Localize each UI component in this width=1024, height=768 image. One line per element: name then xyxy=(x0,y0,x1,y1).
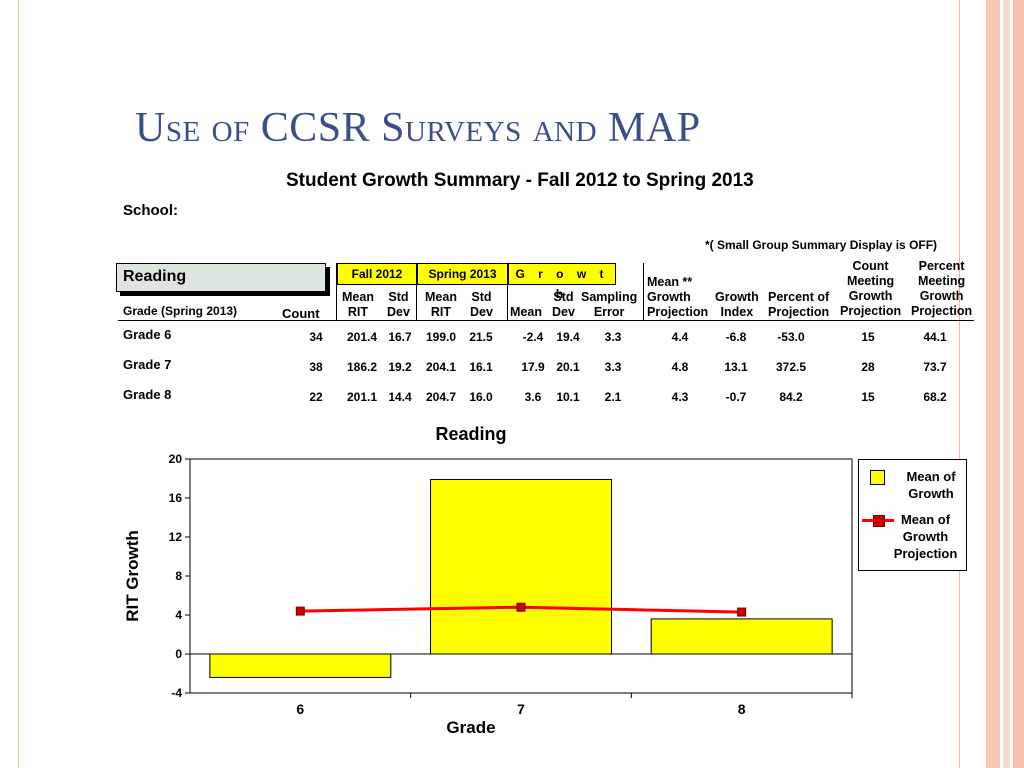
chart-title: Reading xyxy=(435,424,506,444)
cell-growth-sd: 10.1 xyxy=(556,390,580,404)
cell-growth-mean: 3.6 xyxy=(524,390,542,404)
col-header-percent-projection: Percent of Projection xyxy=(768,290,830,319)
cell-fall-sd: 19.2 xyxy=(388,360,412,374)
school-label: School: xyxy=(123,202,178,219)
y-tick-label: 20 xyxy=(169,452,183,466)
cell-fall-sd: 16.7 xyxy=(388,330,412,344)
fall-header: Fall 2012 xyxy=(337,263,417,285)
col-header-mean-projection: Mean ** Growth Projection xyxy=(647,275,709,319)
cell-count-meeting: 28 xyxy=(861,360,875,374)
cell-growth-mean: -2.4 xyxy=(522,330,544,344)
cell-mean-projection: 4.8 xyxy=(671,360,689,374)
cell-sampling-error: 3.3 xyxy=(604,330,622,344)
col-header-fall-mean: Mean RIT xyxy=(342,290,374,319)
cell-percent-meeting: 44.1 xyxy=(923,330,947,344)
cell-sampling-error: 3.3 xyxy=(604,360,622,374)
cell-growth-sd: 20.1 xyxy=(556,360,580,374)
point-growth-projection xyxy=(516,602,526,612)
col-header-spring-mean: Mean RIT xyxy=(425,290,457,319)
cell-fall-mean: 201.1 xyxy=(346,390,378,404)
bar-mean-growth xyxy=(650,618,833,655)
cell-spring-sd: 21.5 xyxy=(469,330,493,344)
y-tick-label: -4 xyxy=(171,686,182,700)
cell-spring-sd: 16.0 xyxy=(469,390,493,404)
y-tick-label: 4 xyxy=(175,608,182,622)
col-header-growth-index: Growth Index xyxy=(715,290,759,319)
cell-percent-projection: -53.0 xyxy=(777,330,805,344)
slide-title: Use of CCSR Surveys and MAP xyxy=(135,105,701,151)
cell-growth-index: -6.8 xyxy=(725,330,747,344)
cell-percent-projection: 372.5 xyxy=(775,360,807,374)
cell-percent-projection: 84.2 xyxy=(779,390,803,404)
point-growth-projection xyxy=(295,606,305,616)
header-rule xyxy=(118,320,974,321)
col-header-count-meeting: Count Meeting Growth Projection xyxy=(840,259,902,318)
cell-count-meeting: 15 xyxy=(861,330,875,344)
reading-chart: Reading -4 0 4 8 12 16 20 RIT Growth 6 7 8 Grade xyxy=(123,424,853,737)
y-tick-label: 0 xyxy=(175,647,182,661)
column-divider xyxy=(416,263,417,321)
cell-growth-sd: 19.4 xyxy=(556,330,580,344)
subject-box: Reading xyxy=(116,263,326,292)
cell-mean-projection: 4.4 xyxy=(671,330,689,344)
cell-spring-sd: 16.1 xyxy=(469,360,493,374)
column-divider xyxy=(643,263,644,321)
cell-count: 34 xyxy=(309,330,323,344)
col-header-growth-sd: Std Dev xyxy=(552,290,575,319)
col-header-count: Count xyxy=(282,306,320,321)
y-axis-label: RIT Growth xyxy=(123,530,142,622)
cell-grade: Grade 6 xyxy=(123,327,172,342)
decorative-stripe xyxy=(1013,0,1024,768)
x-tick-label: 8 xyxy=(738,701,746,717)
summary-display-note: *( Small Group Summary Display is OFF) xyxy=(705,238,938,252)
y-tick-label: 12 xyxy=(169,530,183,544)
cell-fall-sd: 14.4 xyxy=(388,390,412,404)
cell-growth-mean: 17.9 xyxy=(521,360,545,374)
cell-mean-projection: 4.3 xyxy=(671,390,689,404)
col-header-grade: Grade (Spring 2013) xyxy=(123,304,238,318)
spring-header: Spring 2013 xyxy=(417,263,508,285)
cell-sampling-error: 2.1 xyxy=(604,390,622,404)
growth-header: G r o w t h xyxy=(508,263,616,301)
x-axis-label: Grade xyxy=(446,718,495,737)
cell-grade: Grade 7 xyxy=(123,357,172,372)
cell-fall-mean: 201.4 xyxy=(346,330,378,344)
cell-fall-mean: 186.2 xyxy=(346,360,378,374)
cell-percent-meeting: 68.2 xyxy=(923,390,947,404)
cell-count-meeting: 15 xyxy=(861,390,875,404)
y-tick-label: 8 xyxy=(175,569,182,583)
bar-mean-growth xyxy=(209,653,392,678)
legend-label-growth-projection: Mean of Growth Projection xyxy=(893,512,958,561)
col-header-growth-mean: Mean xyxy=(510,305,542,319)
cell-count: 22 xyxy=(309,390,323,404)
col-header-fall-sd: Std Dev xyxy=(387,290,410,319)
legend-bar-swatch xyxy=(870,470,885,485)
slide-frame xyxy=(18,0,960,768)
x-tick-label: 7 xyxy=(517,701,525,717)
chart-legend: Mean of Growth Mean of Growth Projection xyxy=(858,459,967,571)
legend-marker-swatch xyxy=(873,515,885,527)
col-header-spring-sd: Std Dev xyxy=(470,290,493,319)
cell-growth-index: -0.7 xyxy=(725,390,747,404)
y-tick-label: 16 xyxy=(169,491,183,505)
point-growth-projection xyxy=(737,607,747,617)
cell-growth-index: 13.1 xyxy=(724,360,748,374)
subject-label: Reading xyxy=(123,268,187,285)
col-header-percent-meeting: Percent Meeting Growth Projection xyxy=(911,259,973,318)
column-divider xyxy=(507,263,508,321)
cell-count: 38 xyxy=(309,360,323,374)
col-header-sampling-error: Sampling Error xyxy=(581,290,638,319)
decorative-stripe xyxy=(986,0,1000,768)
column-divider xyxy=(336,263,337,321)
cell-spring-mean: 204.1 xyxy=(425,360,457,374)
legend-label-mean-growth: Mean of Growth xyxy=(906,469,956,501)
cell-spring-mean: 204.7 xyxy=(425,390,457,404)
report-title: Student Growth Summary - Fall 2012 to Sp… xyxy=(286,170,754,191)
x-tick-label: 6 xyxy=(296,701,304,717)
cell-spring-mean: 199.0 xyxy=(425,330,457,344)
cell-grade: Grade 8 xyxy=(123,387,172,402)
cell-percent-meeting: 73.7 xyxy=(923,360,947,374)
bar-mean-growth xyxy=(430,478,612,655)
decorative-stripe xyxy=(1003,0,1010,768)
